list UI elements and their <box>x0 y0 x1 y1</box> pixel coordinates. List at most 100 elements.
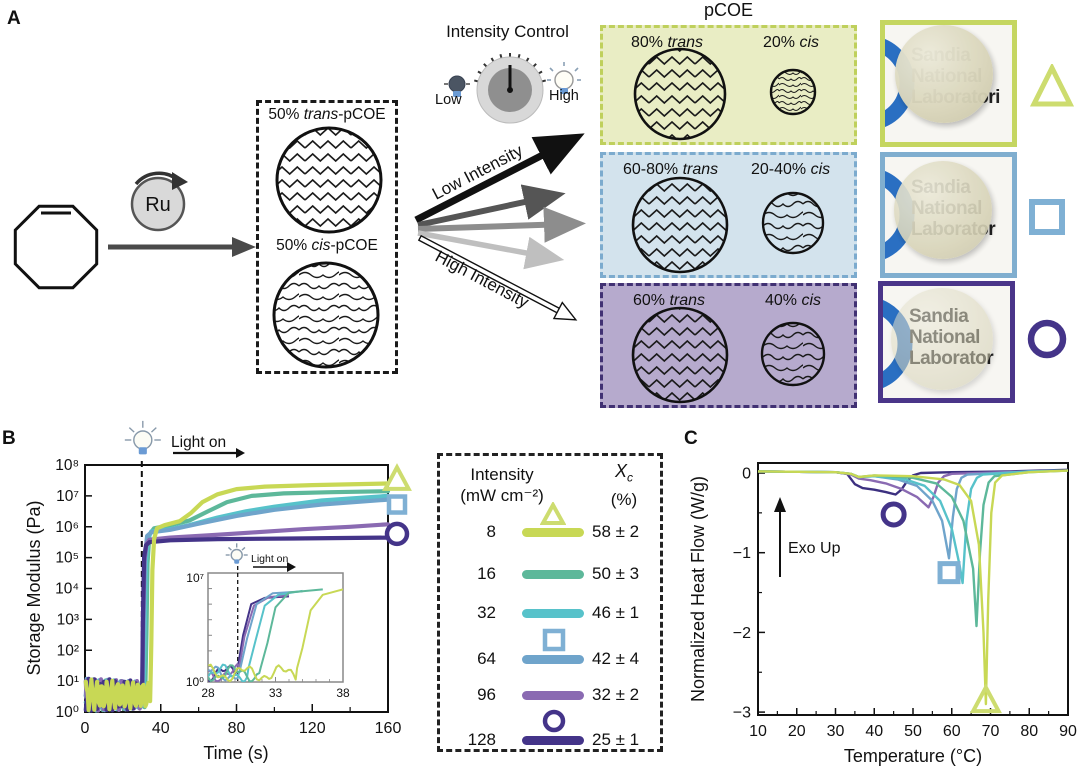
polymer-disc <box>891 288 993 390</box>
dial-high-label: High <box>549 88 579 104</box>
tick-label: 10² <box>57 642 79 659</box>
tick-label: 0 <box>742 466 751 483</box>
pcoe-box-low-intensity: 80% trans 20% cis <box>600 25 857 145</box>
dsc-curve-64mw <box>757 469 1069 560</box>
polymer-circles <box>631 306 826 404</box>
tick-label: 80 <box>228 720 246 737</box>
circle-marker <box>880 501 907 528</box>
legend-intensity-value: 64 <box>477 649 496 668</box>
pcoe-box-mid-intensity: 60-80% trans 20-40% cis <box>600 152 857 278</box>
tick-label: 38 <box>336 686 350 700</box>
intensity-dial[interactable] <box>430 44 590 134</box>
legend-series-line <box>522 736 584 745</box>
arrow-mid-2 <box>417 206 586 243</box>
panel-b-label: B <box>2 428 16 449</box>
cyclooctene-structure <box>13 204 99 290</box>
tick-label: 10 <box>749 723 767 740</box>
legend-series-line <box>522 691 584 700</box>
legend-xc-value: 58 ± 2 <box>592 522 640 541</box>
triangle-marker <box>382 463 412 491</box>
circle-marker <box>384 521 410 547</box>
inset-curve-128mw <box>208 595 290 682</box>
dsc-curve-16mw <box>757 469 1069 628</box>
tick-label: 10³ <box>57 611 79 628</box>
c-ylabel: Normalized Heat Flow (W/g) <box>688 476 708 702</box>
tick-label: 70 <box>982 723 1000 740</box>
polymer-circles <box>631 176 825 274</box>
tick-label: 50 <box>904 723 922 740</box>
dsc-curve-96mw <box>757 469 1069 509</box>
square-sample-marker <box>1029 199 1065 235</box>
intensity-crystallinity-legend: Intensity (mW cm⁻²) Xc (%) 8 16 32 64 96… <box>437 453 663 752</box>
panel-a-label: A <box>7 8 21 29</box>
polymer-disc <box>894 161 992 259</box>
inset-curve-16mw <box>208 588 323 682</box>
tick-label: 90 <box>1059 723 1077 740</box>
trans-fraction-label: 80% trans <box>631 34 704 51</box>
tick-label: 40 <box>865 723 883 740</box>
legend-intensity-value: 32 <box>477 603 496 622</box>
reaction-scheme: Ru <box>13 171 256 290</box>
circle-sample-marker <box>1027 319 1067 359</box>
legend-series-line <box>522 609 584 618</box>
legend-series-line <box>522 655 584 664</box>
legend-xc-value: 32 ± 2 <box>592 685 640 704</box>
cis-fraction-label: 20% cis <box>763 34 820 51</box>
sample-photo-high-intensity: Sandia National Laborator <box>878 281 1015 403</box>
triangle-sample-marker <box>1030 64 1074 107</box>
triangle-marker <box>969 683 1002 714</box>
legend-circle-marker <box>542 709 566 733</box>
square-marker <box>937 561 961 585</box>
arrow-low-intensity <box>414 133 585 224</box>
inset-curve-8mw <box>208 588 343 682</box>
dial-low-label: Low <box>435 92 462 108</box>
low-bulb-icon <box>444 75 470 97</box>
tick-label: 60 <box>943 723 961 740</box>
cis-fraction-label: 40% cis <box>765 292 822 309</box>
precursor-box: 50% trans-pCOE 50% cis-pCOE <box>256 100 398 374</box>
tick-label: 10⁷ <box>56 488 79 505</box>
intensity-control-title: Intensity Control <box>446 22 569 41</box>
trans-fraction-label: 60-80% trans <box>623 161 719 178</box>
inset-light-bulb-icon <box>225 543 248 564</box>
panel-c-label: C <box>684 428 698 449</box>
curve-96mw <box>83 522 391 713</box>
curve-16mw <box>83 489 391 713</box>
tick-label: 10⁵ <box>55 550 79 567</box>
storage-modulus-plot: 10⁰ 10¹ 10² 10³ 10⁴ 10⁵ 10⁶ 10⁷ 10⁸ 0 40 80 120 160 <box>55 420 412 737</box>
tick-label: 160 <box>375 720 402 737</box>
tick-label: 30 <box>827 723 845 740</box>
tick-label: −2 <box>733 625 751 642</box>
legend-series-line <box>522 570 584 579</box>
tick-label: 10⁸ <box>55 457 79 474</box>
legend-xc-value: 46 ± 1 <box>592 603 640 622</box>
legend-xc-value: 25 ± 1 <box>592 730 640 749</box>
ru-catalyst-badge: Ru <box>130 171 188 232</box>
tick-label: 120 <box>299 720 326 737</box>
cis-polymer-circle <box>272 261 380 369</box>
trans-fraction-label: 60% trans <box>633 292 706 309</box>
b-xlabel: Time (s) <box>203 743 268 763</box>
tick-label: 10⁶ <box>55 519 79 536</box>
curve-64mw <box>83 497 391 713</box>
arrow-mid-1 <box>417 184 566 228</box>
tick-label: 10⁴ <box>55 581 79 598</box>
tick-label: 80 <box>1020 723 1038 740</box>
legend-square-marker <box>542 628 566 652</box>
curve-128mw <box>83 535 391 713</box>
tick-label: 28 <box>201 686 215 700</box>
tick-label: 10⁷ <box>186 571 204 585</box>
legend-intensity-header: Intensity (mW cm⁻²) <box>460 465 544 505</box>
c-exo-up-label: Exo Up <box>788 540 841 557</box>
tick-label: 20 <box>788 723 806 740</box>
b-ylabel: Storage Modulus (Pa) <box>24 500 44 675</box>
legend-intensity-value: 96 <box>477 685 496 704</box>
polymer-circles <box>633 47 817 141</box>
dsc-plot: 0 −1 −2 −310 20 30 40 50 60 70 80 90 <box>733 462 1077 740</box>
intensity-arrows: Low Intensity High Intensity <box>414 133 586 321</box>
tick-label: 33 <box>269 686 283 700</box>
legend-xc-value: 50 ± 3 <box>592 564 640 583</box>
light-bulb-icon <box>124 420 161 455</box>
